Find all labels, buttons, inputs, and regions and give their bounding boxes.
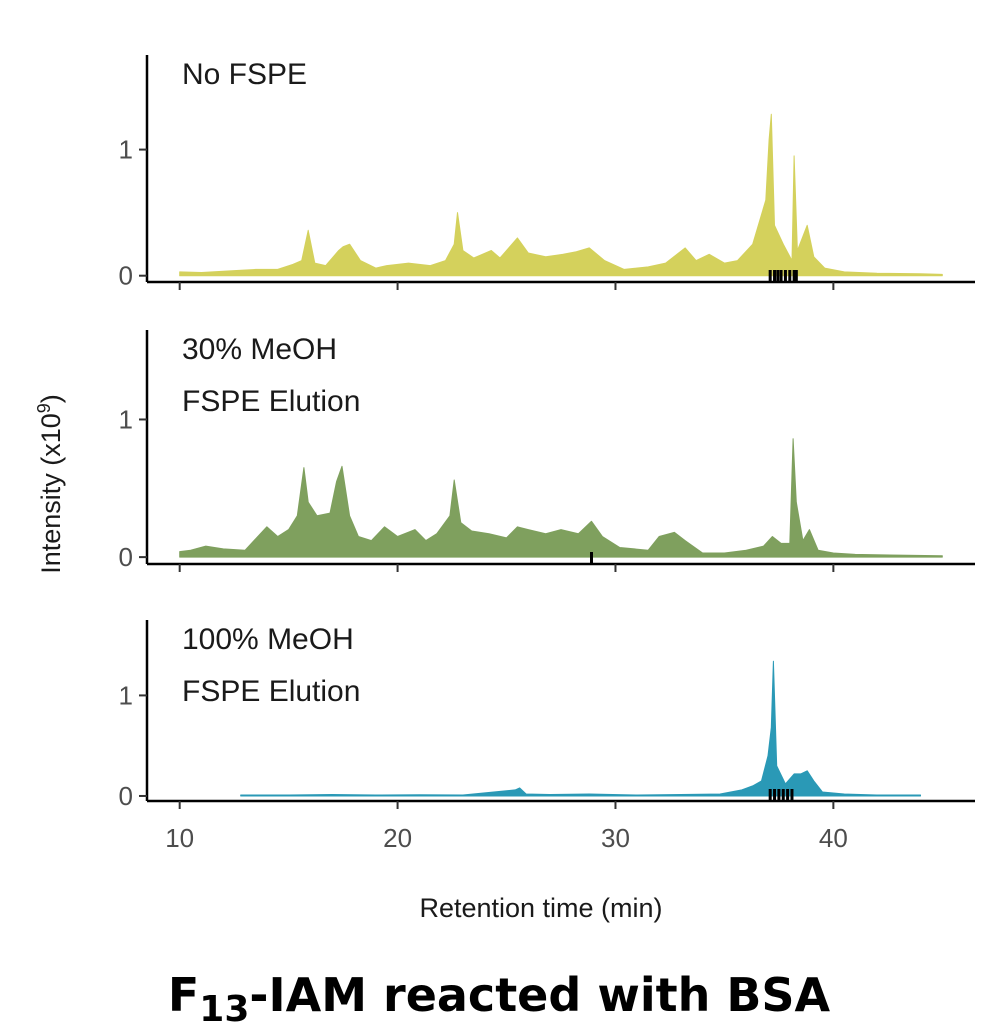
panel-label-3-line-1: 100% MeOH xyxy=(182,623,354,656)
panel-label-2-line-1: 30% MeOH xyxy=(182,333,337,366)
trace-area-panel-2 xyxy=(179,438,943,558)
caption-suffix: -IAM reacted with BSA xyxy=(249,968,831,1022)
figure-caption: F13-IAM reacted with BSA xyxy=(0,968,998,1030)
caption-prefix: F xyxy=(167,968,200,1022)
panel-label-1-line-1: No FSPE xyxy=(182,58,307,91)
y-tick-label-panel-2-1: 0 xyxy=(119,542,133,572)
y-axis-title-close: ) xyxy=(36,394,66,403)
x-tick-label-1: 10 xyxy=(165,823,194,853)
y-tick-label-panel-3-2: 1 xyxy=(119,680,133,710)
y-axis-title-exponent: 9 xyxy=(34,403,54,413)
x-tick-label-4: 40 xyxy=(819,823,848,853)
trace-area-panel-1 xyxy=(179,113,943,277)
x-tick-label-2: 20 xyxy=(383,823,412,853)
y-tick-label-panel-1-1: 0 xyxy=(119,261,133,291)
y-tick-label-panel-2-2: 1 xyxy=(119,404,133,434)
x-axis-title: Retention time (min) xyxy=(419,893,662,923)
y-tick-label-panel-1-2: 1 xyxy=(119,135,133,165)
panel-label-2-line-2: FSPE Elution xyxy=(182,385,360,418)
trace-area-panel-3 xyxy=(240,660,921,797)
y-axis-title: Intensity (x109) xyxy=(34,394,66,574)
x-tick-label-3: 30 xyxy=(601,823,630,853)
y-tick-label-panel-3-1: 0 xyxy=(119,781,133,811)
panel-label-3-line-2: FSPE Elution xyxy=(182,675,360,708)
y-axis-title-base: Intensity (x10 xyxy=(36,413,66,574)
caption-subscript: 13 xyxy=(199,989,250,1030)
